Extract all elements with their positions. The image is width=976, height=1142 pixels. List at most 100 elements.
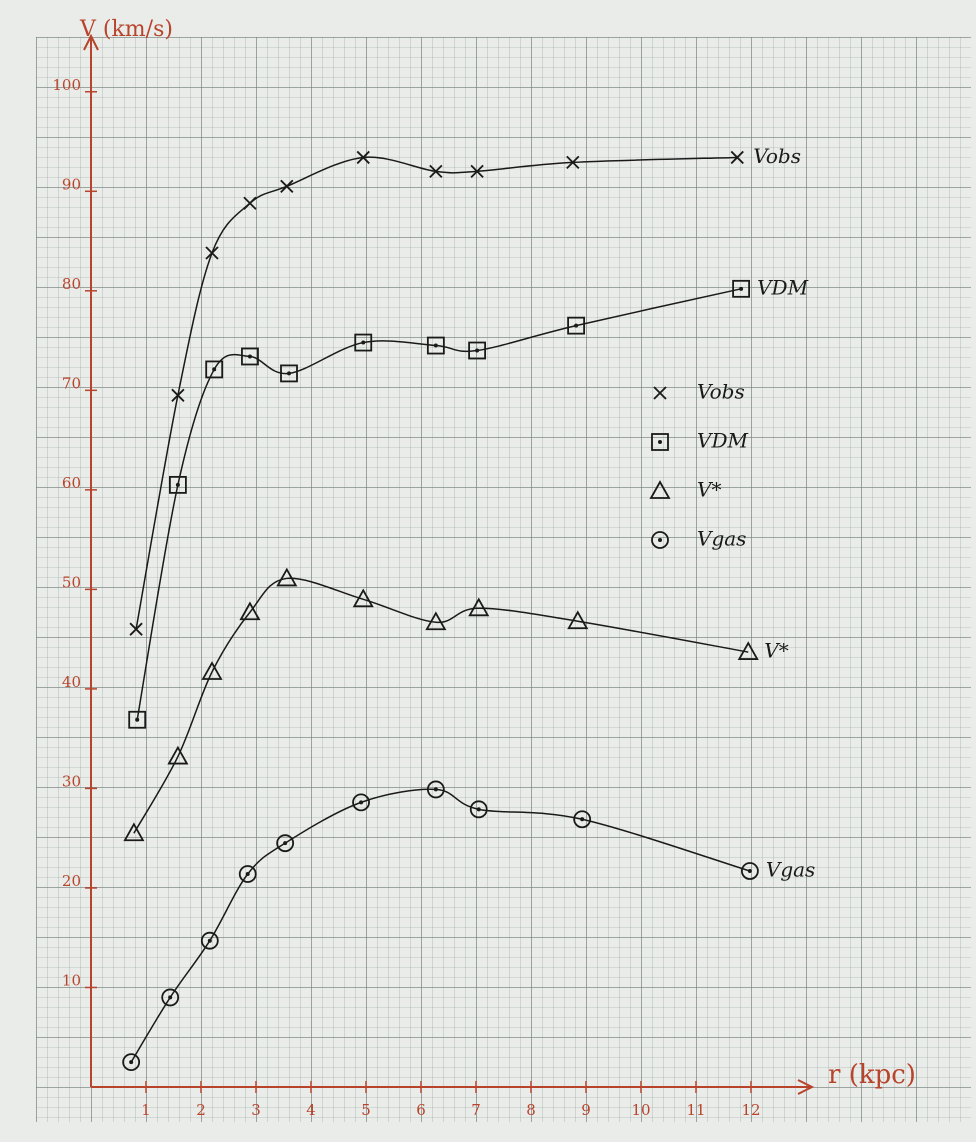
curve-label: Vobs [753,144,801,168]
point [470,164,484,179]
x-tick-label: 8 [526,1101,536,1119]
series: V* [123,567,789,842]
graph-grid [36,37,971,1122]
point [280,364,298,383]
marker-dot [135,717,140,722]
marker-dot [129,1060,134,1065]
point [276,567,298,587]
marker [566,155,580,170]
y-axis-label: V (km/s) [79,17,173,42]
legend-label: V* [697,478,721,502]
marker [426,780,445,799]
marker [128,710,147,729]
marker [356,150,370,165]
marker [651,531,669,549]
point [732,279,750,298]
marker [426,336,445,355]
point [239,601,261,621]
marker [280,179,294,193]
y-tick-label: 90 [62,175,81,193]
marker [352,793,370,812]
marker-dot [283,841,288,846]
point [238,865,257,883]
point [566,155,580,170]
marker [239,601,261,621]
marker [468,341,487,360]
marker-dot [476,807,481,812]
marker-dot [168,995,173,1000]
marker [276,834,295,853]
point [429,164,443,179]
point [171,388,185,402]
marker-dot [207,938,212,943]
marker [737,641,759,660]
x-tick-label: 12 [741,1101,760,1119]
marker [205,246,219,260]
point [168,475,187,494]
point [167,745,189,765]
marker-dot [212,367,217,372]
marker [573,810,592,829]
marker-dot [658,538,662,542]
point [205,246,219,260]
y-tick-label: 60 [62,474,81,492]
y-tick-label: 30 [62,772,81,790]
point [730,150,744,165]
point [468,341,487,360]
marker [171,388,185,402]
marker [243,196,257,210]
point [241,347,259,366]
curve [130,788,751,1063]
point [352,793,370,812]
x-axis-label: r (kpc) [828,1060,916,1090]
marker [201,661,223,680]
y-axis-arrow [83,33,99,51]
legend-entry: Vgas [651,527,746,551]
marker [567,610,589,630]
marker-dot [433,787,438,792]
marker-dot [433,343,438,348]
marker [741,862,759,880]
marker [200,931,219,950]
point [161,988,180,1007]
curve-label: V* [764,639,788,663]
marker [161,988,180,1007]
marker [205,360,224,379]
marker [469,800,488,819]
point [354,333,373,352]
point [425,611,447,631]
marker-dot [475,348,480,353]
marker-dot [245,872,250,877]
marker-dot [287,371,291,376]
x-tick-label: 1 [141,1101,151,1119]
y-tick-label: 80 [62,275,81,293]
marker-dot [658,440,662,444]
point [356,150,370,165]
point [201,661,223,680]
y-tick-label: 100 [52,76,81,94]
marker [468,597,490,617]
y-tick-label: 10 [62,971,81,989]
marker-dot [747,869,752,874]
marker [276,567,298,587]
curve-label: Vgas [766,858,815,882]
point [123,822,145,842]
curve-label: VDM [757,275,808,299]
point [200,931,219,950]
marker-dot [359,800,364,805]
point [426,336,445,355]
point [122,1053,141,1072]
marker [425,611,447,631]
marker [238,865,257,883]
point [469,800,488,819]
marker-dot [175,482,180,487]
marker-dot [361,340,366,345]
x-tick-label: 4 [306,1101,316,1119]
series: Vobs [129,144,801,636]
x-tick-label: 6 [416,1101,426,1119]
marker [241,347,259,366]
point [243,196,257,210]
marker [167,745,189,765]
y-tick-label: 40 [62,673,81,691]
